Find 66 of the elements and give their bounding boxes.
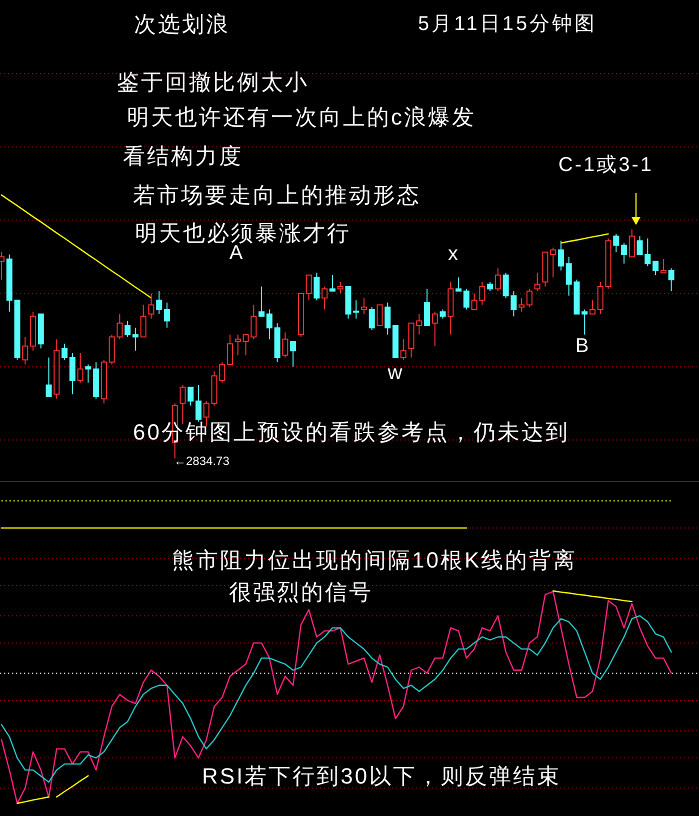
candlestick [518,298,525,312]
subtitle: 5月11日15分钟图 [418,13,598,35]
candlestick [322,286,328,310]
candlestick [140,304,146,338]
candlestick [22,336,28,365]
candlestick [558,240,564,272]
candlestick [85,364,92,384]
candlestick [424,288,430,326]
annotation: 看结构力度 [123,144,243,168]
candlestick [46,357,52,397]
candlestick [360,298,367,315]
candlestick [534,272,540,292]
candlestick [258,286,265,317]
annotation: 明天也许还有一次向上的c浪爆发 [127,104,476,130]
candlestick [597,281,604,315]
candlestick [132,327,138,352]
candlestick [628,228,635,258]
candlestick [652,260,659,276]
candlestick [440,308,446,320]
candlestick [487,281,494,292]
candlestick [337,281,344,294]
candlestick [314,272,320,301]
candlestick [668,268,674,292]
annotation: B [575,335,589,357]
candlestick [156,290,162,315]
candlestick [196,384,202,422]
annotation: 鉴于回撤比例太小 [117,70,309,94]
candlestick [384,302,391,336]
candlestick [376,304,383,326]
candlestick [282,332,288,358]
candlestick [234,334,241,356]
candlestick [353,300,360,320]
candlestick [188,386,194,406]
candlestick [329,274,336,292]
annotation: 熊市阻力位出现的间隔10根K线的背离 [172,548,578,572]
candlestick [306,274,312,301]
candlestick [290,341,296,368]
candlestick [582,308,588,336]
candlestick [400,338,406,360]
candlestick [148,292,154,320]
annotation: C-1或3-1 [558,154,654,176]
candlestick [368,306,375,331]
candlestick [660,258,666,274]
candlestick [62,343,68,360]
candlestick [124,320,131,338]
annotation: ←2834.73 [174,454,230,468]
candlestick [164,302,170,328]
candlestick [77,352,84,384]
annotation: 很强烈的信号 [229,580,373,604]
candlestick [621,242,628,264]
candlestick [456,276,462,292]
candlestick [463,288,470,310]
candlestick [550,247,556,278]
annotation: 若市场要走向上的推动形态 [133,182,421,208]
candlestick [526,288,532,308]
annotation: RSI若下行到30以下，则反弹结束 [202,764,562,788]
annotation: w [388,362,402,384]
candlestick [266,308,272,340]
candlestick [590,300,596,315]
candlestick [494,268,501,292]
annotation: x [448,243,458,265]
candlestick [432,311,438,347]
candlestick [613,233,620,253]
candlestick [227,334,234,365]
title: 次选划浪 [134,12,230,36]
candlestick [69,352,76,395]
